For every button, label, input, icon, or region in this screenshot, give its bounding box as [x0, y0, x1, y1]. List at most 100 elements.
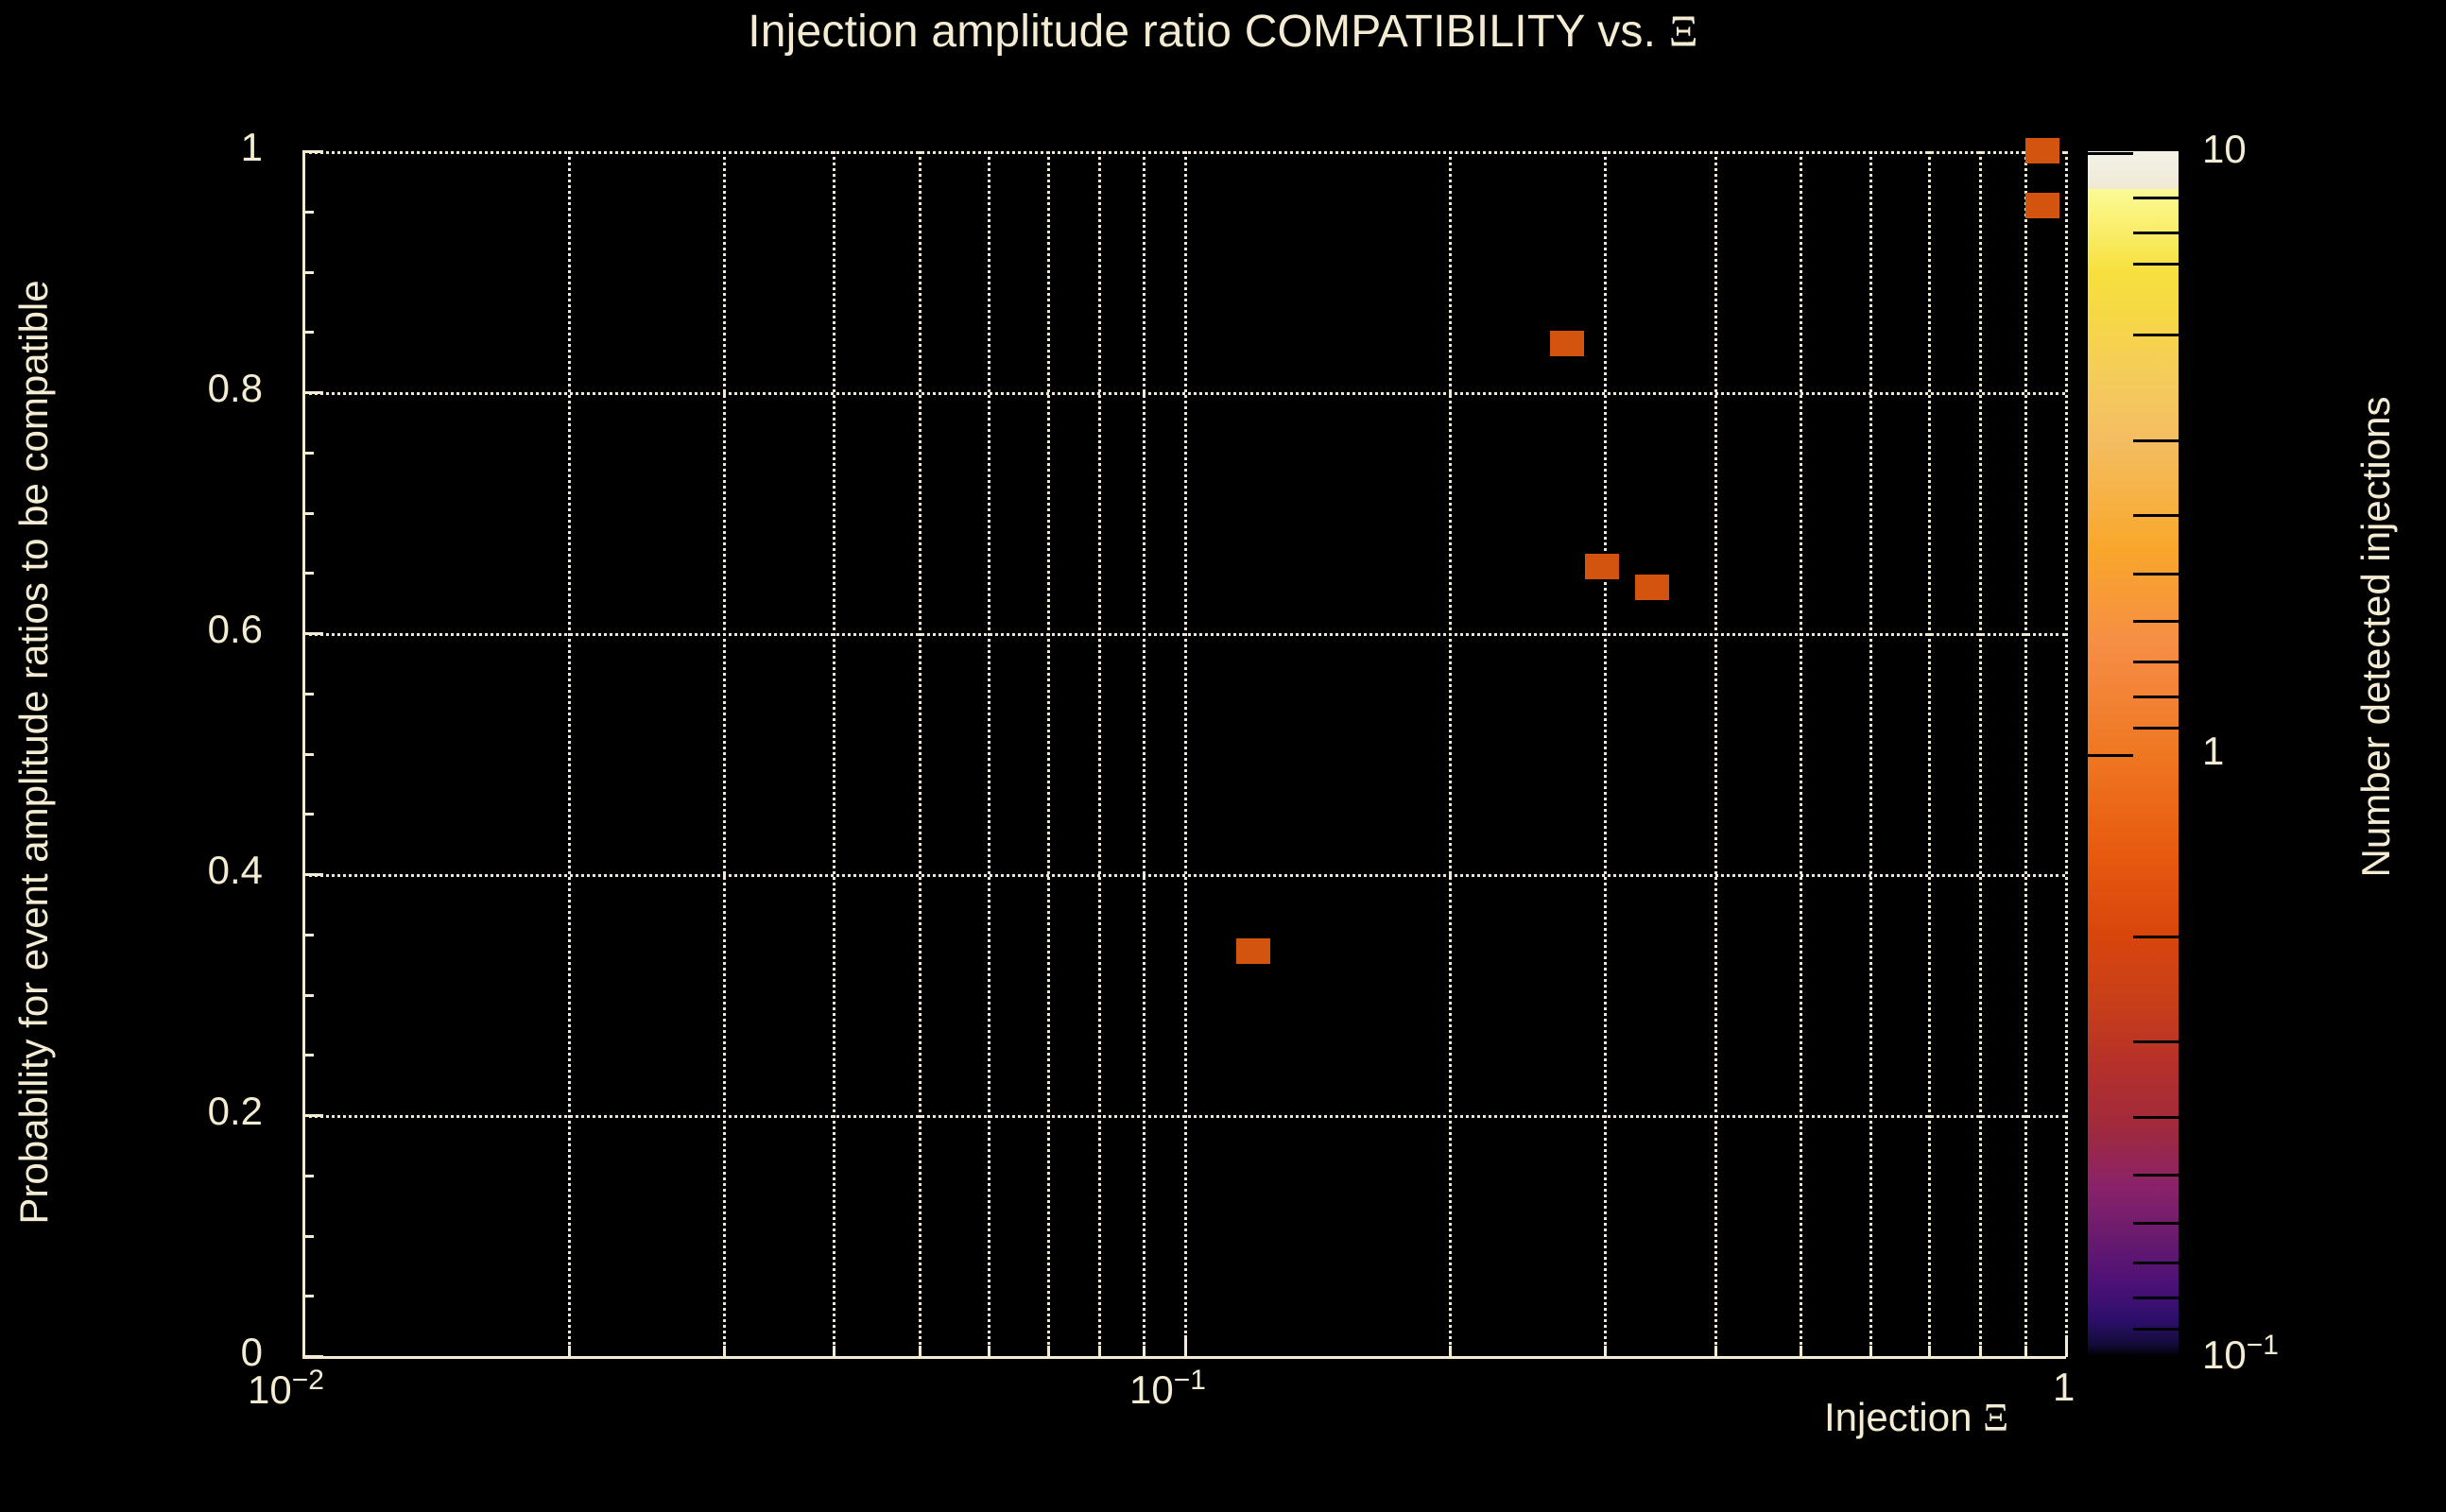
y-axis-tick-minor — [302, 451, 314, 455]
colorbar-top-cap — [2088, 151, 2179, 189]
gridline-horizontal — [302, 151, 2065, 154]
colorbar-tick-label: 10−1 — [2202, 1330, 2279, 1378]
y-axis-tick-minor — [302, 1054, 314, 1057]
colorbar-gradient — [2088, 151, 2179, 1356]
y-axis-tick-label: 0.6 — [207, 607, 263, 651]
x-axis-tick-minor — [722, 1346, 726, 1357]
colorbar-tick-minor — [2133, 334, 2179, 336]
colorbar-title: Number detected injections — [2353, 396, 2398, 878]
colorbar-tick-minor — [2133, 1222, 2179, 1225]
x-axis-tick-minor — [1928, 1346, 1932, 1357]
colorbar-tick-minor — [2133, 620, 2179, 623]
gridline-vertical — [833, 151, 836, 1356]
x-tick-exponent: −1 — [1173, 1365, 1206, 1396]
y-axis-tick-minor — [302, 993, 314, 997]
y-axis-tick-minor — [302, 331, 314, 335]
x-axis-title-text: Injection — [1824, 1395, 1984, 1439]
y-axis-tick-major — [302, 391, 323, 394]
gridline-vertical — [1449, 151, 1453, 1356]
y-axis-tick-minor — [302, 210, 314, 214]
data-point[interactable] — [1236, 938, 1270, 964]
data-point[interactable] — [1585, 554, 1619, 579]
x-axis-tick-minor — [1979, 1346, 1983, 1357]
colorbar-tick-major — [2088, 754, 2133, 757]
y-axis-tick-major — [302, 873, 323, 876]
y-axis-tick-minor — [302, 933, 314, 936]
x-axis-tick-minor — [988, 1346, 991, 1357]
colorbar-tick-minor — [2133, 197, 2179, 199]
gridline-vertical — [2024, 151, 2027, 1356]
x-axis-tick-major — [1184, 1335, 1187, 1357]
gridline-vertical — [1183, 151, 1187, 1356]
x-axis-title-xi-symbol: Ξ — [1983, 1397, 2009, 1440]
gridline-vertical — [1979, 151, 1983, 1356]
plot-area — [302, 138, 2068, 1359]
y-axis-tick-label: 0.2 — [207, 1089, 263, 1133]
data-point[interactable] — [2025, 138, 2059, 163]
gridline-vertical — [1604, 151, 1608, 1356]
x-tick-exponent: −2 — [291, 1365, 324, 1396]
colorbar-tick-base: 10 — [2202, 1332, 2247, 1377]
y-axis-tick-minor — [302, 270, 314, 274]
x-axis-tick-minor — [1046, 1346, 1050, 1357]
gridline-horizontal — [302, 633, 2065, 636]
colorbar-tick-minor — [2133, 1174, 2179, 1177]
colorbar-tick-minor — [2133, 573, 2179, 576]
gridline-vertical — [567, 151, 571, 1356]
data-point[interactable] — [1550, 331, 1584, 356]
y-axis-tick-label: 1 — [240, 125, 263, 169]
colorbar-tick-minor — [2133, 514, 2179, 517]
colorbar-tick-label: 1 — [2202, 729, 2225, 773]
gridline-vertical — [1869, 151, 1872, 1356]
y-axis-tick-minor — [302, 692, 314, 696]
colorbar-tick-label: 10 — [2202, 127, 2247, 171]
y-axis-tick-major — [302, 1114, 323, 1117]
gridline-vertical — [918, 151, 922, 1356]
colorbar-tick-minor — [2133, 1262, 2179, 1264]
colorbar-tick-minor — [2133, 1328, 2179, 1331]
x-axis-tick-minor — [1143, 1346, 1146, 1357]
colorbar-tick-major — [2088, 1355, 2133, 1358]
data-point[interactable] — [1635, 575, 1669, 600]
x-axis-tick-minor — [918, 1346, 922, 1357]
chart-title-xi-symbol: Ξ — [1668, 7, 1698, 57]
colorbar-tick-minor — [2133, 727, 2179, 730]
y-axis-tick-minor — [302, 1234, 314, 1238]
gridline-vertical — [1046, 151, 1050, 1356]
y-axis-tick-label: 0.4 — [207, 848, 263, 892]
x-tick-base: 10 — [248, 1367, 292, 1412]
x-tick-base: 10 — [1129, 1367, 1174, 1412]
colorbar-tick-minor — [2133, 263, 2179, 266]
colorbar-tick-minor — [2133, 1116, 2179, 1119]
data-point[interactable] — [2025, 193, 2059, 218]
x-axis-tick-minor — [1800, 1346, 1802, 1357]
gridline-vertical — [988, 151, 991, 1356]
y-axis-tick-minor — [302, 572, 314, 576]
y-axis-tick-minor — [302, 813, 314, 816]
x-axis-tick-minor — [1714, 1346, 1717, 1357]
colorbar-tick-exponent: −1 — [2246, 1330, 2279, 1361]
gridline-vertical — [1143, 151, 1146, 1356]
y-axis-tick-major — [302, 632, 323, 635]
colorbar-tick-minor — [2133, 661, 2179, 663]
x-axis-tick-minor — [2024, 1346, 2027, 1357]
colorbar-tick-minor — [2133, 1297, 2179, 1299]
x-axis-tick-label: 1 — [2053, 1365, 2076, 1409]
x-axis-spine — [302, 1356, 2066, 1359]
colorbar-tick-minor — [2133, 696, 2179, 698]
colorbar-tick-minor — [2133, 439, 2179, 442]
x-axis-tick-minor — [1604, 1346, 1608, 1357]
gridline-vertical — [1928, 151, 1932, 1356]
y-axis-tick-major — [302, 1355, 323, 1358]
x-axis-tick-minor — [833, 1346, 836, 1357]
y-axis-title: Probability for event amplitude ratios t… — [11, 280, 56, 1225]
gridline-vertical — [1714, 151, 1717, 1356]
x-axis-tick-minor — [1449, 1346, 1453, 1357]
y-axis-tick-minor — [302, 1295, 314, 1298]
y-axis-tick-label: 0 — [240, 1330, 263, 1374]
gridline-vertical — [2065, 151, 2068, 1356]
gridline-vertical — [1097, 151, 1101, 1356]
x-axis-tick-label: 10−1 — [1129, 1365, 1206, 1413]
x-axis-tick-major — [302, 1335, 305, 1357]
